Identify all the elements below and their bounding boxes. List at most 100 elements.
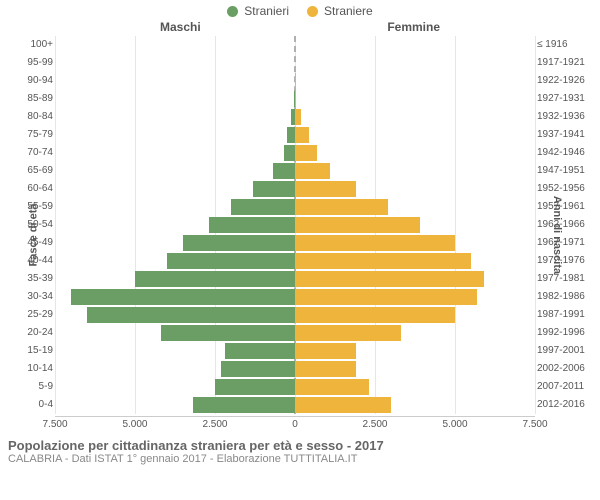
year-label: 1987-1991: [537, 310, 597, 320]
table-row: 30-341982-1986: [55, 288, 535, 306]
table-row: 35-391977-1981: [55, 270, 535, 288]
age-label: 55-59: [13, 202, 53, 212]
bar-male: [253, 181, 295, 197]
age-label: 10-14: [13, 364, 53, 374]
bar-female: [295, 379, 369, 395]
table-row: 70-741942-1946: [55, 144, 535, 162]
bar-male: [215, 379, 295, 395]
year-label: 1917-1921: [537, 58, 597, 68]
age-label: 85-89: [13, 94, 53, 104]
age-label: 0-4: [13, 400, 53, 410]
year-label: 1922-1926: [537, 76, 597, 86]
year-label: 1967-1971: [537, 238, 597, 248]
year-label: 1992-1996: [537, 328, 597, 338]
age-label: 5-9: [13, 382, 53, 392]
bar-female: [295, 343, 356, 359]
bar-male: [231, 199, 295, 215]
bar-pair: [55, 271, 535, 287]
x-tick: 5.000: [442, 419, 467, 430]
bar-pair: [55, 325, 535, 341]
year-label: ≤ 1916: [537, 40, 597, 50]
bar-female: [295, 361, 356, 377]
age-label: 15-19: [13, 346, 53, 356]
bar-female: [295, 271, 484, 287]
age-label: 40-44: [13, 256, 53, 266]
bar-male: [225, 343, 295, 359]
legend: Stranieri Straniere: [0, 0, 600, 18]
bar-female: [295, 127, 309, 143]
footer-title: Popolazione per cittadinanza straniera p…: [8, 438, 592, 453]
table-row: 40-441972-1976: [55, 252, 535, 270]
legend-item-male: Stranieri: [227, 4, 289, 18]
table-row: 65-691947-1951: [55, 162, 535, 180]
bar-pair: [55, 217, 535, 233]
age-label: 75-79: [13, 130, 53, 140]
bar-female: [295, 217, 420, 233]
bar-female: [295, 91, 296, 107]
age-label: 100+: [13, 40, 53, 50]
age-label: 50-54: [13, 220, 53, 230]
bar-pair: [55, 199, 535, 215]
bar-pair: [55, 37, 535, 53]
year-label: 1957-1961: [537, 202, 597, 212]
bar-male: [161, 325, 295, 341]
age-label: 80-84: [13, 112, 53, 122]
age-label: 95-99: [13, 58, 53, 68]
year-label: 2012-2016: [537, 400, 597, 410]
bar-female: [295, 325, 401, 341]
year-label: 1977-1981: [537, 274, 597, 284]
legend-swatch-male: [227, 6, 238, 17]
x-tick: 7.500: [42, 419, 67, 430]
bar-male: [209, 217, 295, 233]
bar-female: [295, 397, 391, 413]
table-row: 5-92007-2011: [55, 378, 535, 396]
x-tick: 2.500: [362, 419, 387, 430]
table-row: 20-241992-1996: [55, 324, 535, 342]
year-label: 1932-1936: [537, 112, 597, 122]
bar-male: [183, 235, 295, 251]
table-row: 85-891927-1931: [55, 90, 535, 108]
table-row: 25-291987-1991: [55, 306, 535, 324]
age-label: 25-29: [13, 310, 53, 320]
year-label: 1962-1966: [537, 220, 597, 230]
table-row: 45-491967-1971: [55, 234, 535, 252]
bar-female: [295, 73, 296, 89]
age-label: 30-34: [13, 292, 53, 302]
table-row: 90-941922-1926: [55, 72, 535, 90]
x-tick: 7.500: [522, 419, 547, 430]
year-label: 1997-2001: [537, 346, 597, 356]
x-tick: 5.000: [122, 419, 147, 430]
bar-pair: [55, 307, 535, 323]
year-label: 1942-1946: [537, 148, 597, 158]
table-row: 80-841932-1936: [55, 108, 535, 126]
bar-female: [295, 145, 317, 161]
bar-pair: [55, 379, 535, 395]
bar-female: [295, 163, 330, 179]
bar-pair: [55, 91, 535, 107]
bar-male: [221, 361, 295, 377]
year-label: 2007-2011: [537, 382, 597, 392]
bar-pair: [55, 109, 535, 125]
bar-female: [295, 289, 477, 305]
table-row: 55-591957-1961: [55, 198, 535, 216]
bar-male: [273, 163, 295, 179]
bar-female: [295, 109, 301, 125]
bar-pair: [55, 253, 535, 269]
bar-male: [71, 289, 295, 305]
bar-pair: [55, 163, 535, 179]
age-label: 65-69: [13, 166, 53, 176]
bar-male: [135, 271, 295, 287]
legend-label-male: Stranieri: [244, 4, 289, 18]
column-headers: Maschi Femmine: [0, 18, 600, 36]
year-label: 1937-1941: [537, 130, 597, 140]
bar-female: [295, 199, 388, 215]
x-tick: 2.500: [202, 419, 227, 430]
bar-pair: [55, 289, 535, 305]
bar-male: [287, 127, 295, 143]
year-label: 1972-1976: [537, 256, 597, 266]
year-label: 1952-1956: [537, 184, 597, 194]
age-label: 35-39: [13, 274, 53, 284]
x-tick: 0: [292, 419, 298, 430]
age-label: 45-49: [13, 238, 53, 248]
bar-pair: [55, 343, 535, 359]
